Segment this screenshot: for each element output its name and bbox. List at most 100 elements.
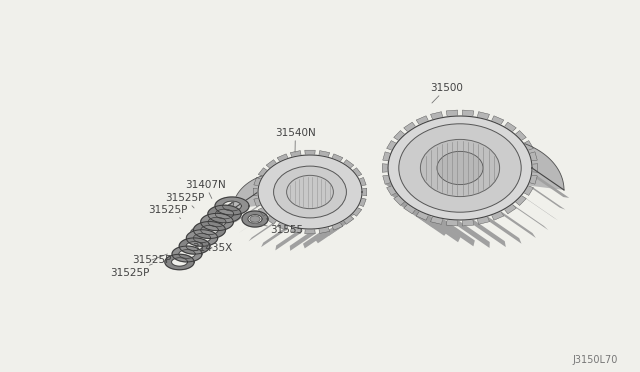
- Polygon shape: [248, 221, 276, 241]
- Polygon shape: [412, 209, 448, 236]
- Polygon shape: [232, 205, 261, 224]
- Polygon shape: [362, 188, 367, 196]
- Ellipse shape: [437, 151, 483, 185]
- Polygon shape: [492, 116, 504, 125]
- Polygon shape: [359, 198, 366, 206]
- Polygon shape: [388, 116, 532, 220]
- Polygon shape: [165, 254, 194, 270]
- Polygon shape: [253, 188, 258, 196]
- Polygon shape: [462, 110, 474, 117]
- Polygon shape: [462, 219, 474, 226]
- Polygon shape: [290, 229, 316, 251]
- Polygon shape: [529, 175, 537, 184]
- Polygon shape: [291, 151, 301, 157]
- Polygon shape: [332, 154, 343, 162]
- Polygon shape: [487, 216, 522, 244]
- Polygon shape: [515, 195, 526, 205]
- Polygon shape: [391, 193, 429, 217]
- Polygon shape: [532, 164, 538, 172]
- Polygon shape: [186, 230, 218, 246]
- Ellipse shape: [250, 216, 260, 222]
- Polygon shape: [277, 154, 288, 162]
- Text: 31435X: 31435X: [192, 243, 232, 253]
- Polygon shape: [239, 214, 268, 233]
- Polygon shape: [442, 218, 475, 246]
- Polygon shape: [473, 219, 506, 247]
- Polygon shape: [208, 205, 241, 223]
- Polygon shape: [515, 131, 526, 141]
- Text: 31407N: 31407N: [185, 180, 226, 199]
- Polygon shape: [201, 214, 234, 231]
- Polygon shape: [383, 152, 391, 161]
- Polygon shape: [254, 177, 261, 186]
- Polygon shape: [319, 227, 330, 233]
- Polygon shape: [524, 186, 533, 195]
- Text: 31525P: 31525P: [132, 254, 172, 265]
- Polygon shape: [277, 222, 288, 230]
- Ellipse shape: [274, 166, 346, 218]
- Polygon shape: [258, 208, 268, 216]
- Polygon shape: [266, 160, 276, 169]
- Polygon shape: [353, 168, 362, 176]
- Polygon shape: [215, 197, 249, 215]
- Polygon shape: [387, 186, 397, 195]
- Polygon shape: [193, 222, 225, 238]
- Polygon shape: [359, 177, 366, 186]
- Polygon shape: [233, 172, 362, 229]
- Polygon shape: [512, 204, 548, 230]
- Polygon shape: [332, 222, 343, 230]
- Polygon shape: [458, 220, 490, 248]
- Polygon shape: [394, 195, 405, 205]
- Polygon shape: [261, 225, 288, 247]
- Text: 31540N: 31540N: [275, 128, 316, 152]
- Polygon shape: [531, 175, 569, 198]
- Polygon shape: [521, 195, 558, 221]
- Polygon shape: [504, 204, 516, 214]
- Polygon shape: [401, 202, 437, 227]
- Polygon shape: [275, 228, 301, 250]
- Polygon shape: [404, 122, 416, 132]
- Text: 31525P: 31525P: [110, 264, 152, 278]
- Polygon shape: [291, 227, 301, 233]
- Polygon shape: [528, 186, 565, 210]
- Polygon shape: [477, 216, 490, 224]
- Polygon shape: [492, 211, 504, 220]
- Polygon shape: [258, 155, 362, 229]
- Text: 31525P: 31525P: [165, 193, 204, 208]
- Polygon shape: [446, 219, 458, 226]
- Ellipse shape: [287, 175, 333, 209]
- Polygon shape: [315, 222, 343, 243]
- Polygon shape: [353, 208, 362, 216]
- Polygon shape: [343, 160, 354, 169]
- Polygon shape: [172, 246, 202, 262]
- Polygon shape: [254, 198, 261, 206]
- Text: 31500: 31500: [430, 83, 463, 103]
- Ellipse shape: [399, 124, 521, 212]
- Polygon shape: [332, 208, 362, 227]
- Polygon shape: [343, 216, 354, 224]
- Polygon shape: [303, 227, 330, 248]
- Polygon shape: [305, 150, 316, 155]
- Polygon shape: [387, 141, 397, 150]
- Polygon shape: [394, 131, 405, 141]
- Polygon shape: [258, 168, 268, 176]
- Polygon shape: [382, 164, 388, 172]
- Polygon shape: [529, 152, 537, 161]
- Ellipse shape: [420, 140, 500, 196]
- Polygon shape: [385, 183, 423, 206]
- Polygon shape: [431, 112, 443, 120]
- Polygon shape: [336, 198, 366, 216]
- Polygon shape: [388, 138, 564, 220]
- Polygon shape: [383, 175, 391, 184]
- Polygon shape: [446, 110, 458, 117]
- Polygon shape: [426, 215, 461, 242]
- Text: 31525P: 31525P: [148, 205, 188, 218]
- Polygon shape: [305, 229, 316, 234]
- Polygon shape: [477, 112, 490, 120]
- Polygon shape: [179, 238, 210, 254]
- Text: J3150L70: J3150L70: [573, 355, 618, 365]
- Polygon shape: [404, 204, 416, 214]
- Polygon shape: [431, 216, 443, 224]
- Polygon shape: [325, 216, 354, 236]
- Polygon shape: [504, 122, 516, 132]
